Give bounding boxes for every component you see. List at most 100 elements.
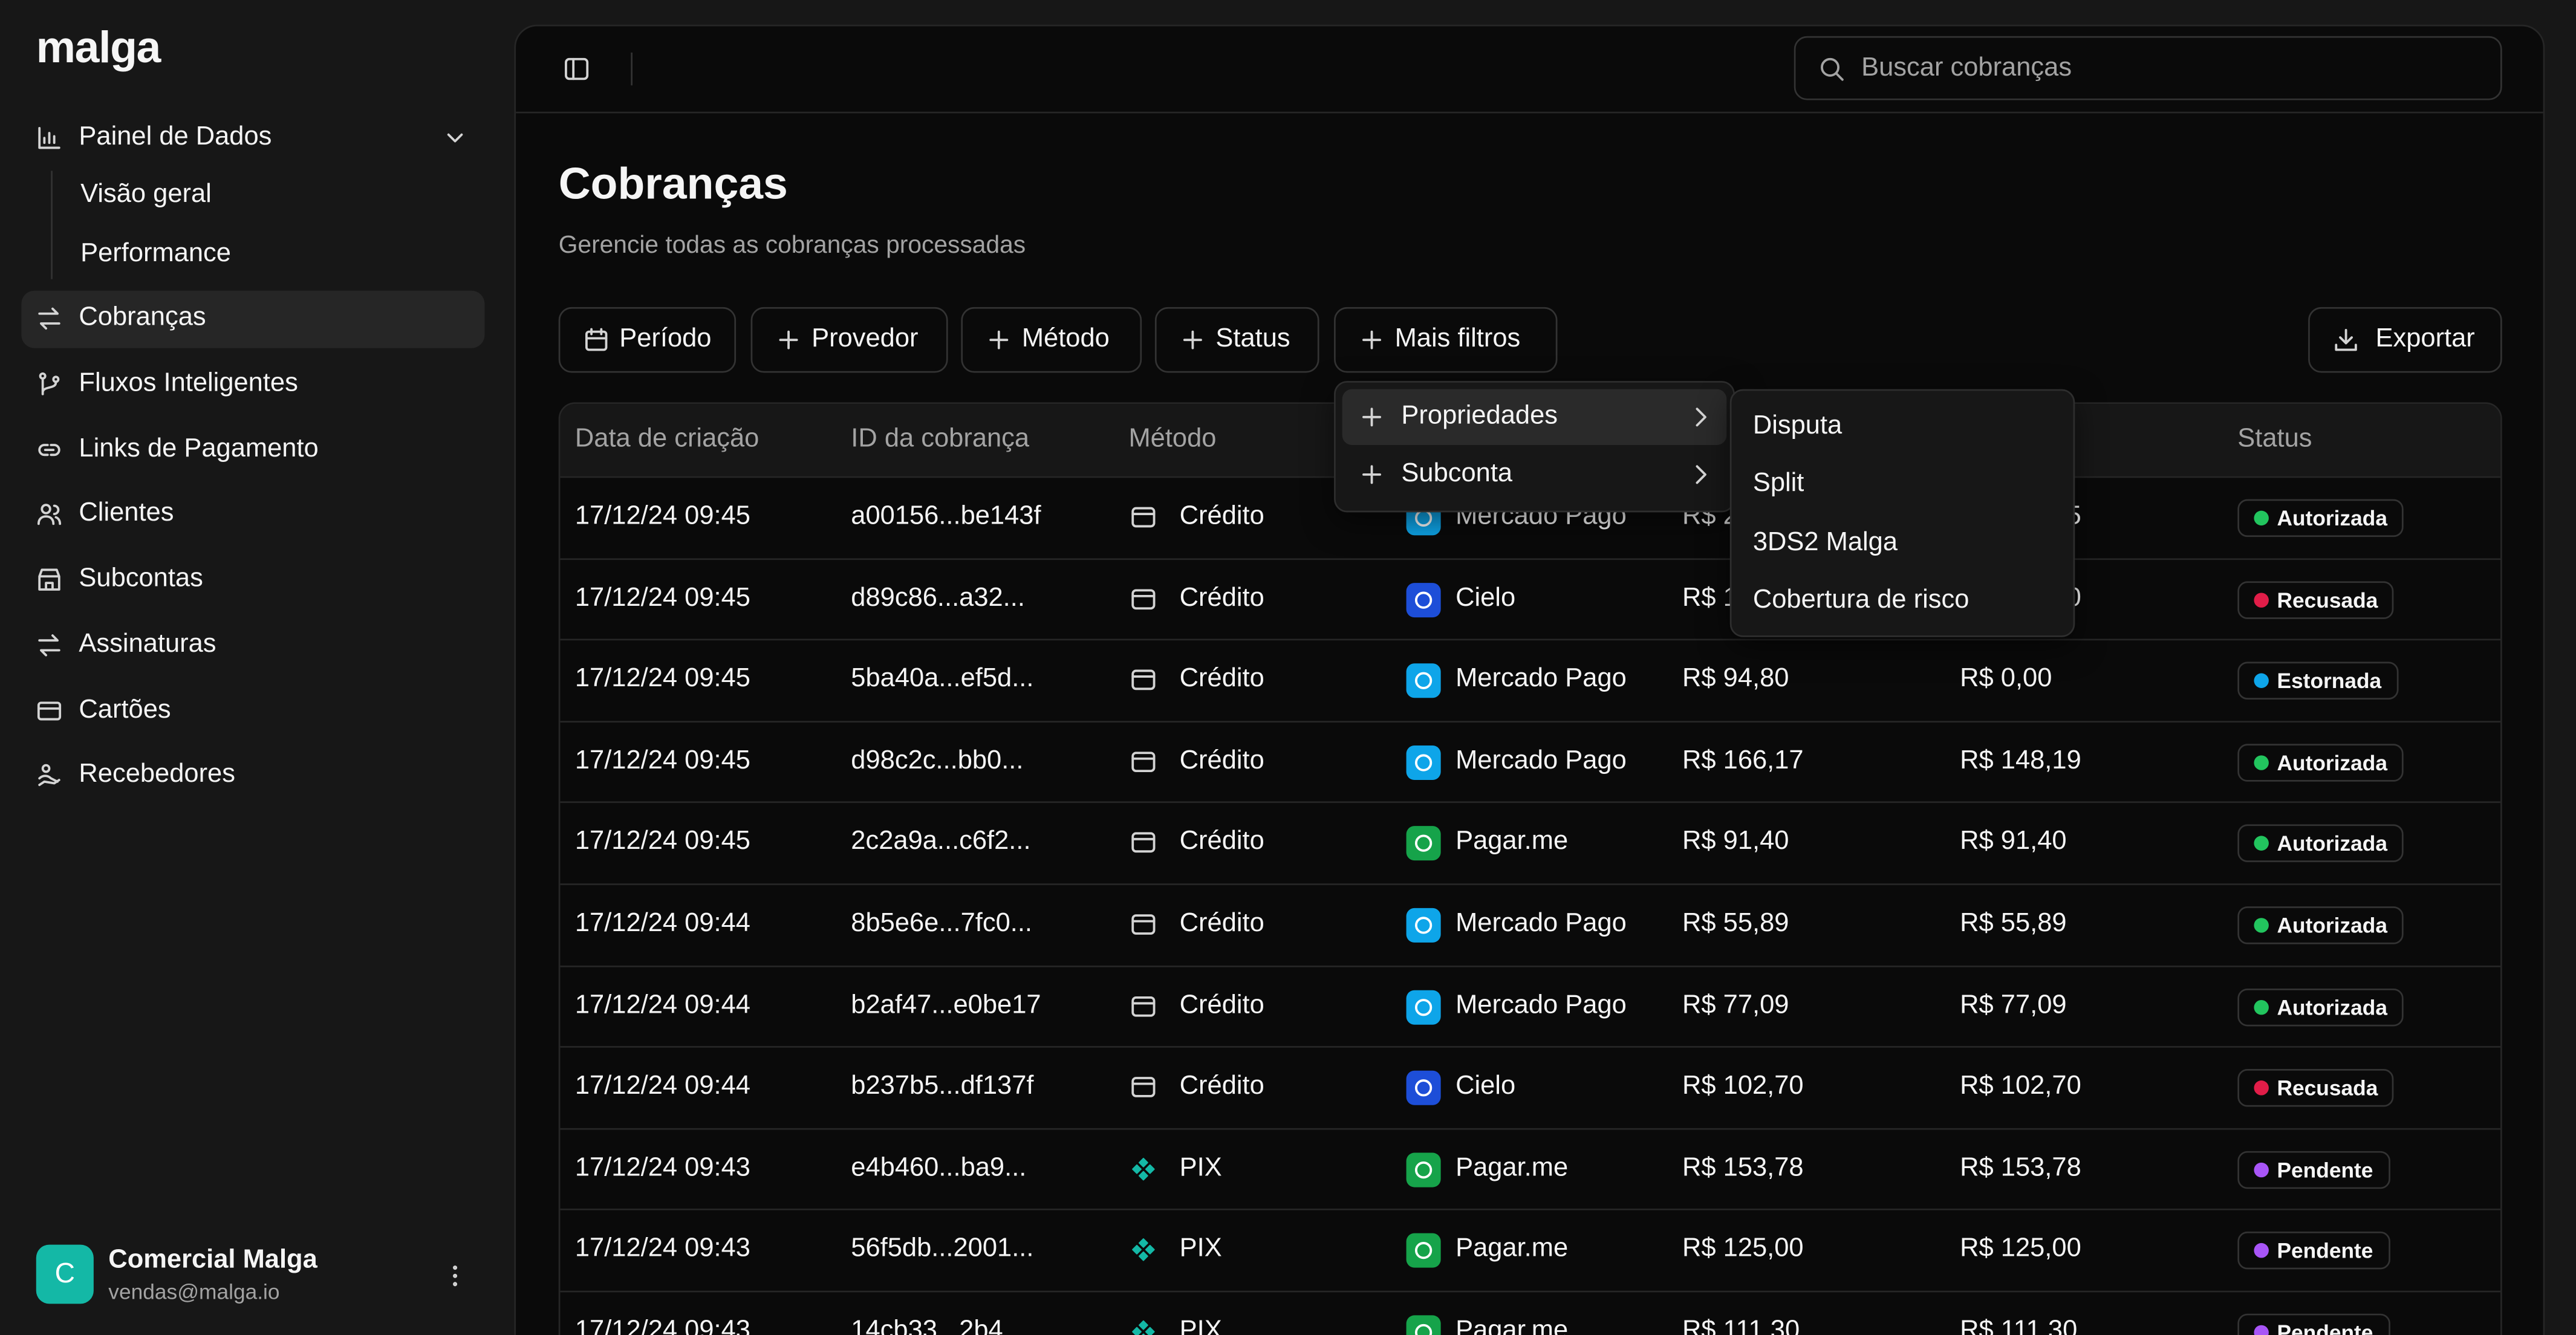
collapse-chevron [447,133,463,143]
subnav-item[interactable]: Performance [80,239,231,267]
status-dot [2254,836,2269,851]
nav-icon [37,701,62,720]
status-badge: Autorizada [2237,987,2404,1026]
nav-icon [37,504,62,525]
provider-glyph [1414,835,1433,853]
submenu-item[interactable]: 3DS2 Malga [1752,528,1898,556]
method-icon [1131,1077,1156,1098]
provider-icon [1406,1152,1441,1187]
cell-date: 17/12/24 09:45 [574,665,750,693]
menu-label: Propriedades [1401,402,1558,430]
nav-item[interactable]: Cartões [79,695,171,724]
cell-provider: Pagar.me [1456,1317,1569,1335]
cell-id: a00156...be143f [851,502,1041,531]
filter-button[interactable]: Provedor [750,307,948,373]
cell-date: 17/12/24 09:44 [574,909,750,938]
status-dot [2254,510,2269,526]
cell-provider: Pagar.me [1456,1154,1569,1182]
cell-net: R$ 148,19 [1960,747,2081,775]
nav-item[interactable]: Painel de Dados [79,123,272,151]
cell-method: Crédito [1179,665,1264,693]
method-icon [1131,670,1156,690]
table-row[interactable]: 17/12/24 09:45 2c2a9a...c6f2... Crédito Pag… [560,802,2500,883]
cell-amount: R$ 91,40 [1682,828,1789,857]
cell-net: R$ 77,09 [1960,991,2067,1019]
filter-button[interactable]: Mais filtros [1334,307,1558,373]
provider-icon [1406,908,1441,943]
cell-method: Crédito [1179,583,1264,612]
provider-icon [1406,989,1441,1024]
cell-method: Crédito [1179,991,1264,1019]
nav-item[interactable]: Cobranças [79,304,206,332]
filter-button[interactable]: Período [558,307,737,373]
submenu-item[interactable]: Disputa [1752,412,1843,440]
status-dot [2254,592,2269,607]
menu-item[interactable]: Subconta [1342,447,1727,502]
cell-date: 17/12/24 09:43 [574,1317,750,1335]
nav-item[interactable]: Subcontas [79,565,203,593]
nav-item[interactable]: Recebedores [79,761,235,789]
export-button[interactable]: Exportar [2308,307,2502,373]
filter-button[interactable]: Status [1154,307,1319,373]
cell-net: R$ 111,30 [1960,1317,2078,1335]
cell-method: PIX [1179,1154,1222,1182]
method-icon [1131,914,1156,935]
status-dot [2254,1325,2269,1335]
table-row[interactable]: 17/12/24 09:45 d89c86...a32... Crédito Ciel… [560,557,2500,639]
provider-glyph [1414,1079,1433,1097]
export-icon [2335,328,2357,351]
menu-chevron [1696,465,1706,484]
nav-item[interactable]: Clientes [79,499,174,528]
table-row[interactable]: 17/12/24 09:44 b237b5...df137f Crédito Ciel… [560,1046,2500,1128]
search-input[interactable]: Buscar cobranças [1794,36,2502,100]
cell-date: 17/12/24 09:43 [574,1154,750,1182]
nav-item[interactable]: Assinaturas [79,630,216,658]
table-row[interactable]: 17/12/24 09:44 8b5e6e...7fc0... Crédito Mer… [560,883,2500,965]
submenu: Disputa Split 3DS2 Malga Cobertura de risco [1729,389,2075,637]
filter-button[interactable]: Método [961,307,1142,373]
cell-amount: R$ 166,17 [1682,747,1804,775]
table-row[interactable]: 17/12/24 09:43 e4b460...ba9... PIX Pagar.me… [560,1128,2500,1209]
provider-glyph [1414,753,1433,771]
provider-icon [1406,827,1441,862]
cell-id: 14cb33...2b4... [851,1317,1025,1335]
nav-icon [38,568,60,591]
submenu-item[interactable]: Split [1752,470,1804,498]
cell-net: R$ 125,00 [1960,1235,2081,1264]
menu-item[interactable]: Propriedades [1342,389,1727,446]
method-icon [1131,588,1156,609]
filter-label: Período [619,325,712,353]
cell-net: R$ 91,40 [1960,828,2067,857]
nav-item[interactable]: Links de Pagamento [79,434,319,463]
cell-date: 17/12/24 09:45 [574,583,750,612]
filter-icon [989,330,1009,349]
cell-amount: R$ 94,80 [1682,665,1789,693]
cell-provider: Cielo [1456,583,1516,612]
filter-icon [1362,330,1382,349]
nav-icon [38,443,60,455]
table-row[interactable]: 17/12/24 09:44 b2af47...e0be17 Crédito Merc… [560,964,2500,1047]
provider-icon [1406,1071,1441,1106]
provider-glyph [1414,1161,1433,1178]
cell-provider: Mercado Pago [1456,909,1627,938]
search-placeholder: Buscar cobranças [1861,54,2072,82]
subnav-item[interactable]: Visão geral [80,180,212,209]
method-icon [1132,1239,1155,1262]
table-row[interactable]: 17/12/24 09:45 5ba40a...ef5d... Crédito Mer… [560,638,2500,721]
submenu-item[interactable]: Cobertura de risco [1752,586,1969,614]
cell-net: R$ 102,70 [1960,1072,2081,1101]
status-badge: Autorizada [2237,825,2404,863]
status-badge: Autorizada [2237,499,2404,538]
nav-item[interactable]: Fluxos Inteligentes [79,369,298,397]
export-label: Exportar [2375,325,2475,353]
table-row[interactable]: 17/12/24 09:43 56f5db...2001... PIX Pagar.m… [560,1209,2500,1291]
cell-method: Crédito [1179,828,1264,857]
cell-method: Crédito [1179,1072,1264,1101]
cell-date: 17/12/24 09:45 [574,747,750,775]
sidebar-toggle [565,57,589,80]
table-row[interactable]: 17/12/24 09:45 d98c2c...bb0... Crédito Merc… [560,720,2500,802]
method-icon [1131,507,1156,528]
table-row[interactable]: 17/12/24 09:43 14cb33...2b4... PIX Pagar.me… [560,1290,2500,1335]
